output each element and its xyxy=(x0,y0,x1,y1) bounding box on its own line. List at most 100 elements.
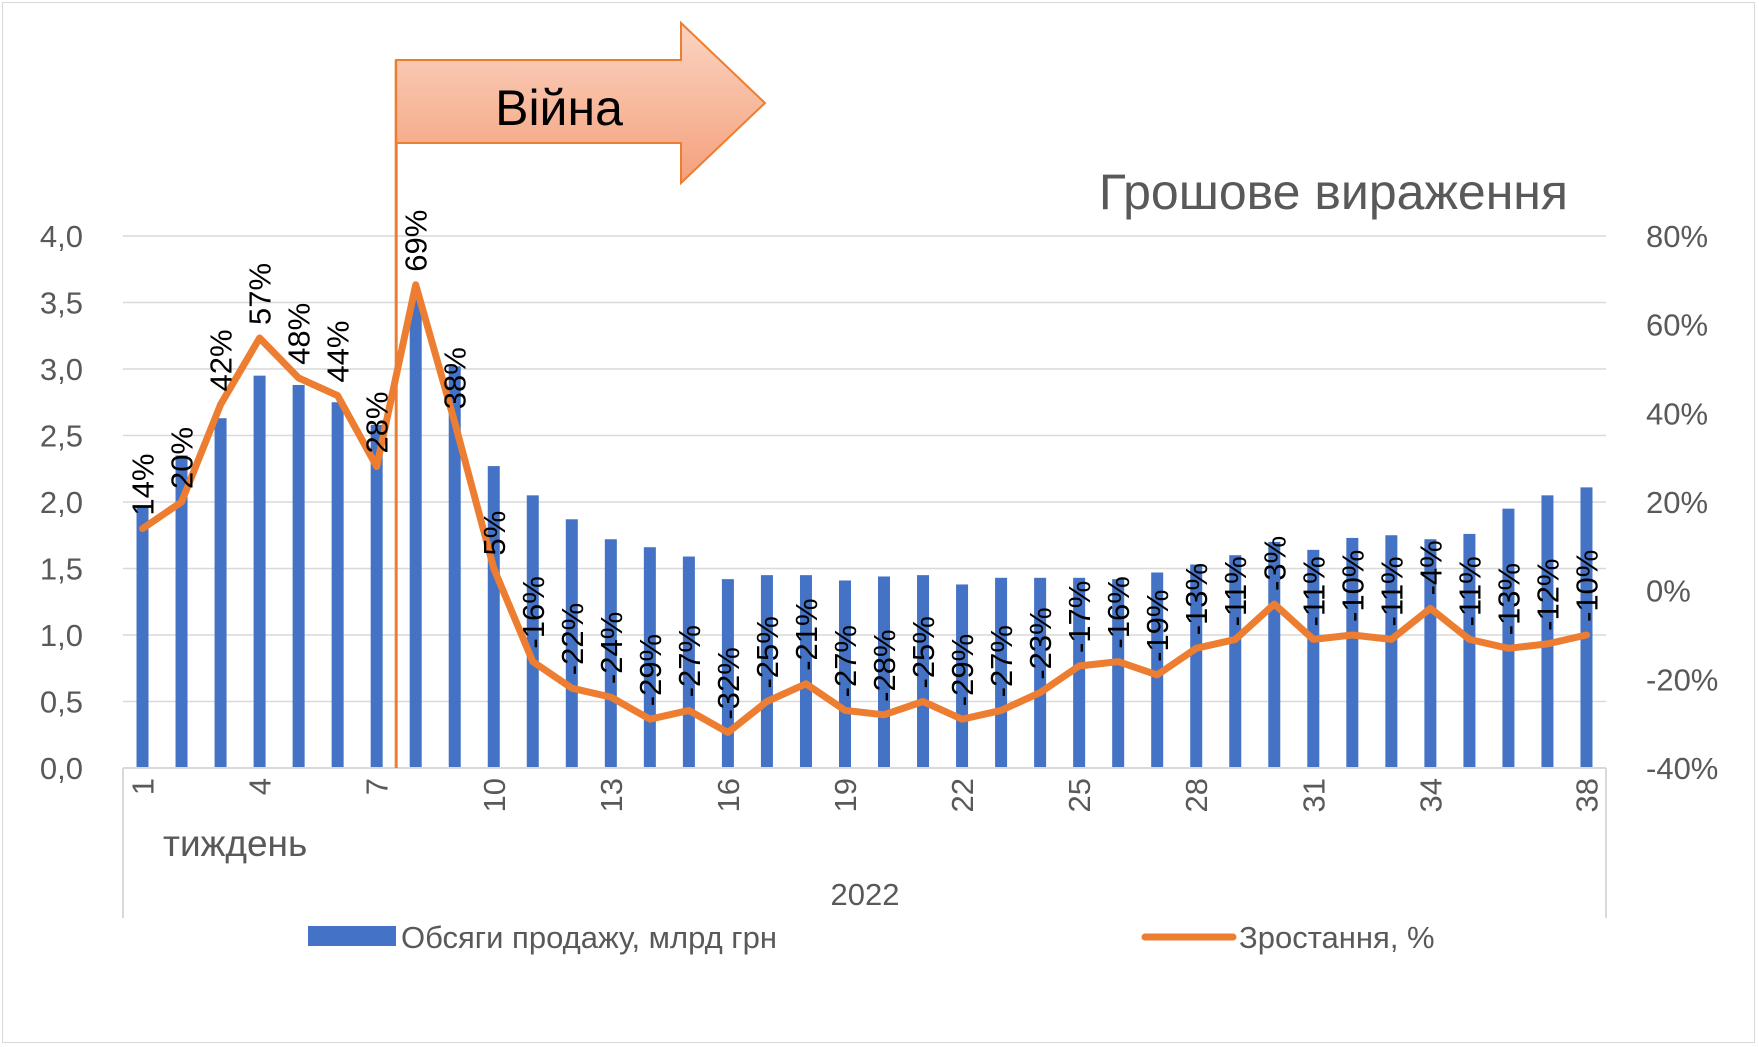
data-label: -23% xyxy=(1023,607,1058,679)
data-label: 5% xyxy=(477,511,512,556)
bar xyxy=(1034,577,1047,768)
x-tick-label: 28 xyxy=(1179,778,1214,812)
bar xyxy=(1346,537,1359,768)
bar xyxy=(799,575,812,768)
bar xyxy=(1268,541,1281,768)
y-left-tick-label: 1,5 xyxy=(40,552,83,587)
data-label: -24% xyxy=(594,612,629,684)
bar xyxy=(487,466,500,768)
bar xyxy=(526,495,539,768)
war-arrow xyxy=(395,20,767,186)
line-series xyxy=(139,281,1590,736)
chart-texts: Грошове вираження тиждень 2022 xyxy=(163,164,1568,912)
data-label: 38% xyxy=(438,347,473,409)
bar xyxy=(1229,555,1242,768)
year-label: 2022 xyxy=(831,877,900,912)
bar xyxy=(1073,577,1086,768)
data-label: -11% xyxy=(1374,556,1409,626)
data-label: -10% xyxy=(1569,550,1604,622)
y-right-tick-label: 40% xyxy=(1646,396,1708,431)
x-tick-label: 31 xyxy=(1296,778,1331,812)
x-tick-label: 13 xyxy=(594,778,629,812)
x-tick-label: 10 xyxy=(477,778,512,812)
chart: 0,0 0,5 1,0 1,5 2,0 2,5 3,0 3,5 4,0 -40% -20% 0% 20%… xyxy=(40,20,1718,955)
bar xyxy=(565,519,578,768)
data-label: -19% xyxy=(1140,590,1175,662)
data-label: -29% xyxy=(633,634,668,706)
bar-series xyxy=(136,299,1593,768)
bar xyxy=(1541,495,1554,768)
bar xyxy=(292,384,305,768)
bar xyxy=(1385,535,1398,768)
data-label: 48% xyxy=(282,303,317,365)
data-label: -27% xyxy=(672,625,707,697)
bar xyxy=(1580,487,1593,768)
data-label: -27% xyxy=(828,625,863,697)
data-label: -25% xyxy=(750,616,785,688)
data-label: 69% xyxy=(399,210,434,272)
y-left-tick-label: 0,5 xyxy=(40,685,83,720)
x-axis-title: тиждень xyxy=(163,823,307,864)
legend-label-bars: Обсяги продажу, млрд грн xyxy=(401,920,777,955)
data-label: -11% xyxy=(1452,556,1487,626)
data-label: -21% xyxy=(789,598,824,670)
bar xyxy=(604,539,617,768)
x-tick-label: 34 xyxy=(1413,778,1448,812)
bar xyxy=(760,575,773,768)
data-label: -12% xyxy=(1530,558,1565,630)
data-label: -28% xyxy=(867,629,902,701)
bar xyxy=(643,547,656,768)
data-label: -17% xyxy=(1062,581,1097,653)
bar xyxy=(1190,564,1203,768)
legend: Обсяги продажу, млрд грн Зростання, % xyxy=(308,920,1435,955)
x-tick-label: 19 xyxy=(828,778,863,812)
data-label: 14% xyxy=(126,454,161,516)
y-right-tick-label: 20% xyxy=(1646,485,1708,520)
axes: 0,0 0,5 1,0 1,5 2,0 2,5 3,0 3,5 4,0 -40% -20% 0% 20%… xyxy=(40,219,1718,918)
bar xyxy=(838,580,851,768)
data-label: -32% xyxy=(711,647,746,719)
bar xyxy=(995,577,1008,768)
bar xyxy=(721,579,734,768)
y-right-tick-label: -40% xyxy=(1646,751,1718,786)
bar xyxy=(370,424,383,768)
bar xyxy=(1463,533,1476,768)
war-label: Війна xyxy=(495,80,623,136)
y-right-tick-label: -20% xyxy=(1646,662,1718,697)
bar xyxy=(331,402,344,768)
bar xyxy=(253,375,266,768)
bar xyxy=(1424,539,1437,768)
y-right-tick-label: 60% xyxy=(1646,308,1708,343)
bar xyxy=(1112,579,1125,768)
y-left-tick-label: 2,5 xyxy=(40,419,83,454)
data-labels: 14% 20%42%57%48% 44%28%69%38%5%-16% -22% -24… xyxy=(126,210,1605,720)
bar xyxy=(1307,549,1320,768)
data-label: -3% xyxy=(1257,536,1292,591)
data-label: -13% xyxy=(1179,563,1214,635)
bar xyxy=(136,505,149,768)
data-label: -10% xyxy=(1335,550,1370,622)
bar xyxy=(409,299,422,768)
y-left-tick-label: 0,0 xyxy=(40,751,83,786)
data-label: -11% xyxy=(1218,556,1253,626)
legend-swatch-bars xyxy=(308,926,396,946)
data-label: -29% xyxy=(945,634,980,706)
data-label: -16% xyxy=(516,576,551,648)
data-label: -11% xyxy=(1296,556,1331,626)
bar xyxy=(917,575,930,768)
legend-label-line: Зростання, % xyxy=(1239,920,1435,955)
growth-line xyxy=(139,281,1590,736)
bar xyxy=(214,418,227,768)
war-marker: Війна xyxy=(394,20,767,768)
data-label: -4% xyxy=(1413,540,1448,595)
x-tick-label: 7 xyxy=(360,778,395,795)
data-label: 42% xyxy=(204,329,239,391)
data-label: -13% xyxy=(1491,563,1526,635)
y-left-tick-label: 4,0 xyxy=(40,219,83,254)
bar xyxy=(878,576,891,768)
x-tick-label: 16 xyxy=(711,778,746,812)
data-label: -16% xyxy=(1101,576,1136,648)
y-right-tick-label: 0% xyxy=(1646,574,1691,609)
x-tick-label: 4 xyxy=(243,778,278,795)
